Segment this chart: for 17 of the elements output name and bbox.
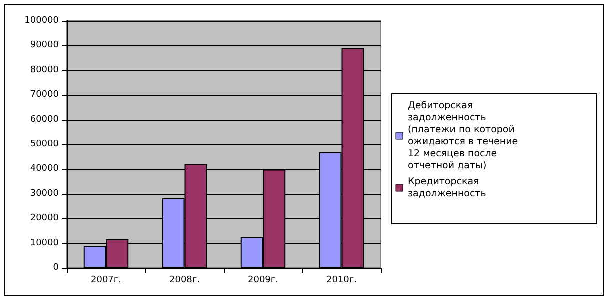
y-tick-label: 100000: [24, 16, 60, 26]
y-tick-label: 30000: [30, 188, 60, 199]
y-tick-label: 50000: [30, 140, 60, 150]
x-tick-label: 2008г.: [170, 276, 200, 286]
x-tick-label: 2010г.: [326, 276, 357, 286]
legend-label: Дебиторская задолженность (платежи по которой ожидаются в течение 12 месяцев после отчетной даты): [408, 100, 522, 172]
x-tick-label: 2007г.: [91, 276, 122, 286]
y-tick-label: 80000: [30, 65, 60, 76]
y-tick-label: 40000: [30, 164, 60, 174]
y-tick-label: 60000: [30, 114, 60, 125]
y-tick-label: 0: [53, 263, 60, 273]
legend-label: Кредиторская задолженность: [408, 176, 487, 200]
y-tick-label: 20000: [30, 214, 60, 224]
y-tick-label: 70000: [30, 90, 60, 100]
x-tick-label: 2009г.: [248, 276, 278, 286]
y-tick-label: 90000: [30, 40, 60, 51]
y-tick-label: 10000: [30, 238, 60, 248]
